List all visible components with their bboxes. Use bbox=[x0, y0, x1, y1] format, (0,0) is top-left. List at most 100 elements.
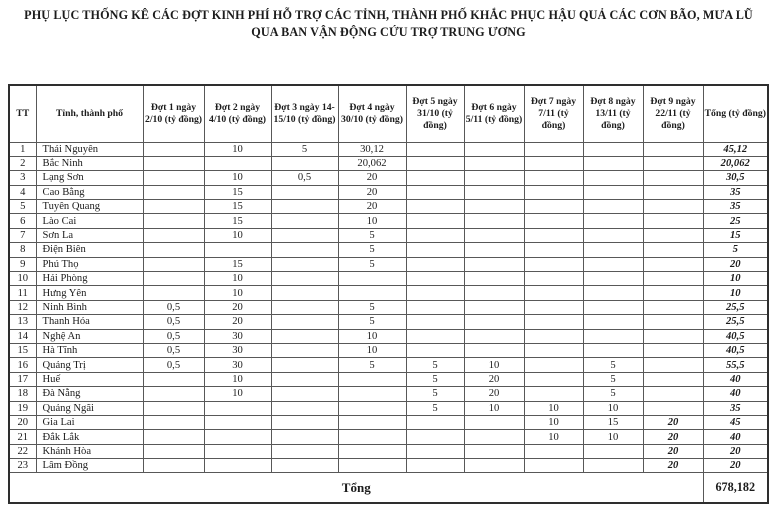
cell-dot5 bbox=[405, 170, 465, 186]
cell-dot8: 5 bbox=[582, 357, 644, 373]
relief-funding-table: TT Tỉnh, thành phố Đợt 1 ngày 2/10 (tỷ đ… bbox=[8, 84, 769, 505]
cell-dot4: 20 bbox=[337, 170, 407, 186]
grand-total-value: 678,182 bbox=[702, 472, 769, 504]
cell-dot8 bbox=[582, 328, 644, 344]
cell-dot9: 20 bbox=[642, 429, 704, 445]
cell-total: 10 bbox=[702, 285, 769, 301]
cell-dot5 bbox=[405, 227, 465, 244]
cell-total: 45,12 bbox=[702, 141, 769, 157]
cell-total: 20,062 bbox=[702, 155, 769, 172]
cell-dot5 bbox=[405, 155, 465, 172]
cell-dot8: 5 bbox=[582, 386, 644, 402]
cell-dot6 bbox=[463, 242, 525, 258]
cell-dot2: 10 bbox=[203, 170, 272, 186]
cell-total: 40 bbox=[702, 386, 769, 402]
cell-dot8: 10 bbox=[582, 400, 644, 416]
cell-row-number: 10 bbox=[8, 271, 37, 287]
cell-dot7 bbox=[523, 242, 584, 258]
cell-dot9 bbox=[642, 242, 704, 258]
cell-dot7 bbox=[523, 371, 584, 388]
cell-dot5 bbox=[405, 199, 465, 215]
cell-dot4 bbox=[337, 414, 407, 431]
cell-dot8 bbox=[582, 170, 644, 186]
cell-dot2: 30 bbox=[203, 357, 272, 373]
cell-dot4: 20 bbox=[337, 184, 407, 201]
cell-dot3 bbox=[270, 386, 339, 402]
cell-dot8 bbox=[582, 141, 644, 157]
cell-row-number: 1 bbox=[8, 141, 37, 157]
cell-dot1: 0,5 bbox=[142, 299, 205, 316]
cell-dot2: 15 bbox=[203, 256, 272, 273]
table-row: 23 Lâm Đồng 20 20 bbox=[8, 458, 769, 474]
header-dot9: Đợt 9 ngày 22/11 (tỷ đồng) bbox=[642, 84, 704, 143]
cell-dot1 bbox=[142, 199, 205, 215]
cell-total: 55,5 bbox=[702, 357, 769, 373]
cell-dot6: 10 bbox=[463, 400, 525, 416]
cell-dot1 bbox=[142, 213, 205, 229]
cell-province: Gia Lai bbox=[35, 414, 144, 431]
cell-dot6 bbox=[463, 458, 525, 474]
cell-dot8 bbox=[582, 199, 644, 215]
table-row: 12 Ninh Bình 0,5 20 5 25,5 bbox=[8, 299, 769, 316]
cell-dot4: 5 bbox=[337, 256, 407, 273]
cell-dot5 bbox=[405, 242, 465, 258]
cell-dot3 bbox=[270, 429, 339, 445]
cell-dot3 bbox=[270, 458, 339, 474]
cell-dot5 bbox=[405, 342, 465, 359]
cell-total: 40 bbox=[702, 429, 769, 445]
cell-dot1 bbox=[142, 443, 205, 460]
cell-dot8 bbox=[582, 342, 644, 359]
cell-dot1 bbox=[142, 371, 205, 388]
cell-total: 35 bbox=[702, 400, 769, 416]
cell-total: 25 bbox=[702, 213, 769, 229]
cell-dot7 bbox=[523, 314, 584, 330]
header-dot1: Đợt 1 ngày 2/10 (tỷ đồng) bbox=[142, 84, 205, 143]
cell-dot9: 20 bbox=[642, 414, 704, 431]
cell-dot2 bbox=[203, 414, 272, 431]
cell-dot2: 15 bbox=[203, 213, 272, 229]
cell-dot1 bbox=[142, 170, 205, 186]
table-row: 22 Khánh Hòa 20 20 bbox=[8, 443, 769, 460]
header-total: Tổng (tỷ đồng) bbox=[702, 84, 769, 143]
cell-dot5 bbox=[405, 184, 465, 201]
cell-dot6 bbox=[463, 199, 525, 215]
cell-dot3 bbox=[270, 414, 339, 431]
table-row: 8 Điện Biên 5 5 bbox=[8, 242, 769, 258]
cell-dot4 bbox=[337, 386, 407, 402]
cell-total: 10 bbox=[702, 271, 769, 287]
cell-dot6 bbox=[463, 271, 525, 287]
cell-dot2 bbox=[203, 242, 272, 258]
cell-province: Lạng Sơn bbox=[35, 170, 144, 186]
cell-dot7 bbox=[523, 285, 584, 301]
cell-province: Quảng Ngãi bbox=[35, 400, 144, 416]
cell-dot5 bbox=[405, 213, 465, 229]
table-row: 14 Nghệ An 0,5 30 10 40,5 bbox=[8, 328, 769, 344]
cell-dot4 bbox=[337, 443, 407, 460]
cell-dot6 bbox=[463, 443, 525, 460]
cell-row-number: 16 bbox=[8, 357, 37, 373]
cell-dot4: 5 bbox=[337, 299, 407, 316]
cell-dot6 bbox=[463, 299, 525, 316]
table-row: 3 Lạng Sơn 10 0,5 20 30,5 bbox=[8, 170, 769, 186]
table-row: 2 Bắc Ninh 20,062 20,062 bbox=[8, 155, 769, 172]
header-province: Tỉnh, thành phố bbox=[35, 84, 144, 143]
cell-dot3 bbox=[270, 184, 339, 201]
cell-dot6 bbox=[463, 170, 525, 186]
table-footer: Tổng 678,182 bbox=[8, 472, 769, 504]
cell-dot8: 5 bbox=[582, 371, 644, 388]
header-dot4: Đợt 4 ngày 30/10 (tỷ đồng) bbox=[337, 84, 407, 143]
cell-dot8: 10 bbox=[582, 429, 644, 445]
table-row: 18 Đà Nẵng 10 5 20 5 40 bbox=[8, 386, 769, 402]
cell-dot5: 5 bbox=[405, 386, 465, 402]
cell-dot1 bbox=[142, 429, 205, 445]
cell-dot3: 0,5 bbox=[270, 170, 339, 186]
cell-total: 20 bbox=[702, 458, 769, 474]
cell-dot3 bbox=[270, 371, 339, 388]
cell-row-number: 23 bbox=[8, 458, 37, 474]
cell-dot5 bbox=[405, 271, 465, 287]
cell-dot4: 10 bbox=[337, 328, 407, 344]
cell-province: Đắk Lắk bbox=[35, 429, 144, 445]
table-row: 6 Lào Cai 15 10 25 bbox=[8, 213, 769, 229]
cell-dot3 bbox=[270, 443, 339, 460]
cell-dot4: 20 bbox=[337, 199, 407, 215]
